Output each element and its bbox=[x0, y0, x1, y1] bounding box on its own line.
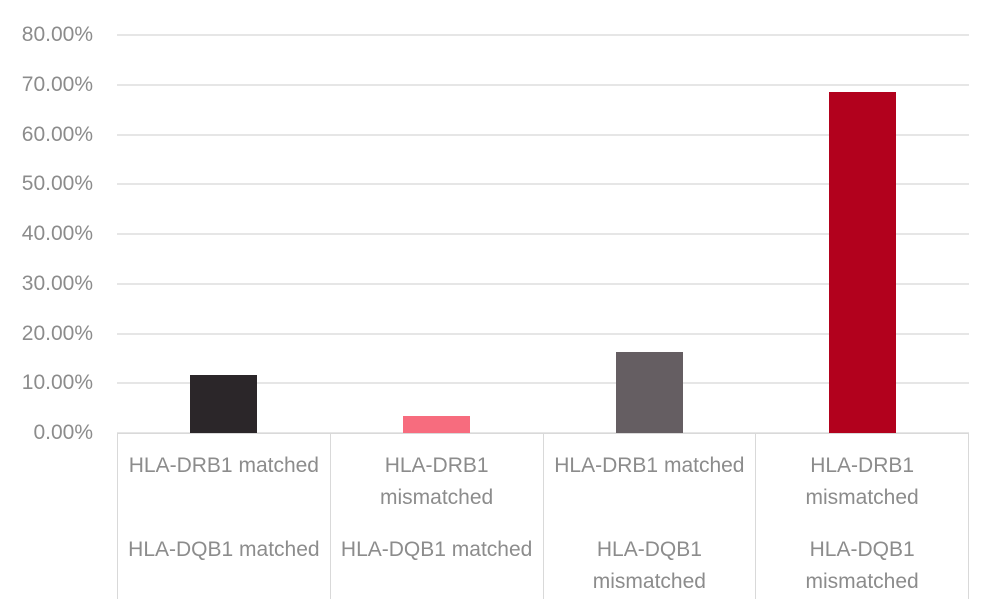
category-cell-3: HLA-DRB1 matched HLA-DQB1 mismatched bbox=[544, 434, 757, 599]
gridline bbox=[117, 83, 969, 86]
y-axis-tick-label: 70.00% bbox=[21, 72, 93, 96]
gridline bbox=[117, 183, 969, 186]
y-axis-tick-label: 10.00% bbox=[21, 371, 93, 395]
bar-category-1 bbox=[190, 374, 257, 433]
category-label-dqb1: HLA-DQB1 mismatched bbox=[805, 538, 919, 593]
category-cell-4: HLA-DRB1 mismatched HLA-DQB1 mismatched bbox=[756, 434, 968, 599]
category-cell-1: HLA-DRB1 matched HLA-DQB1 matched bbox=[118, 434, 331, 599]
y-axis-tick-label: 50.00% bbox=[21, 172, 93, 196]
gridline bbox=[117, 133, 969, 136]
category-label-drb1: HLA-DRB1 matched bbox=[554, 454, 745, 477]
y-axis-tick-label: 20.00% bbox=[21, 321, 93, 345]
y-axis-tick-label: 40.00% bbox=[21, 222, 93, 245]
bar-category-3 bbox=[616, 351, 683, 433]
category-label-dqb1: HLA-DQB1 matched bbox=[340, 538, 533, 561]
y-axis-tick-label: 30.00% bbox=[21, 271, 93, 295]
category-label-dqb1: HLA-DQB1 mismatched bbox=[592, 538, 706, 593]
category-label-drb1: HLA-DRB1 matched bbox=[128, 454, 319, 477]
y-axis-tick-label: 60.00% bbox=[21, 122, 93, 146]
category-label-drb1: HLA-DRB1 mismatched bbox=[805, 454, 919, 509]
x-axis-category-box: HLA-DRB1 matched HLA-DQB1 matched HLA-DRB1… bbox=[117, 433, 969, 599]
bar-category-2 bbox=[403, 416, 470, 433]
gridline bbox=[117, 282, 969, 285]
category-cell-2: HLA-DRB1 mismatched HLA-DQB1 matched bbox=[331, 434, 544, 599]
category-label-drb1: HLA-DRB1 mismatched bbox=[380, 454, 494, 509]
y-axis-tick-label: 0.00% bbox=[33, 421, 93, 444]
bar-category-4 bbox=[829, 91, 896, 433]
gridline bbox=[117, 34, 969, 36]
gridline bbox=[117, 332, 969, 335]
gridline bbox=[117, 382, 969, 385]
y-axis-tick-label: 80.00% bbox=[21, 23, 93, 46]
gridline bbox=[117, 233, 969, 235]
category-label-dqb1: HLA-DQB1 matched bbox=[128, 538, 320, 561]
